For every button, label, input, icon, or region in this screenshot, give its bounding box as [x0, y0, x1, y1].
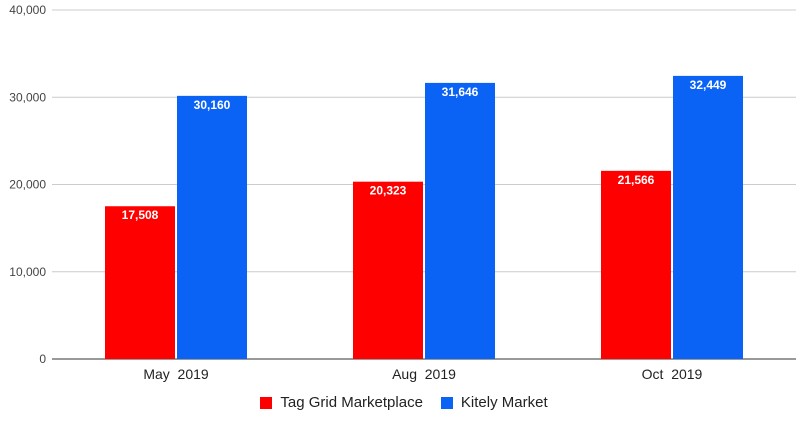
- data-label: 31,646: [442, 85, 479, 99]
- legend-label-series-1: Tag Grid Marketplace: [280, 394, 423, 411]
- x-axis-category-labels: May 2019 Aug 2019 Oct 2019: [143, 366, 702, 382]
- y-axis-tick-labels: 0 10,000 20,000 30,000 40,000: [9, 3, 46, 366]
- bar-series-2-cat-1[interactable]: [177, 95, 247, 359]
- data-label: 30,160: [194, 98, 231, 112]
- data-label: 21,566: [618, 173, 655, 187]
- bars: [105, 75, 743, 360]
- y-tick-label: 0: [39, 352, 46, 366]
- y-tick-label: 20,000: [9, 178, 46, 192]
- bar-series-2-cat-3[interactable]: [673, 75, 743, 359]
- bar-series-1-cat-2[interactable]: [353, 181, 423, 359]
- gridlines: [52, 9, 796, 360]
- legend: Tag Grid Marketplace Kitely Market: [0, 394, 808, 411]
- bar-series-1-cat-1[interactable]: [105, 206, 175, 359]
- legend-label-series-2: Kitely Market: [460, 394, 548, 411]
- x-category-label: Aug 2019: [392, 366, 456, 382]
- legend-item-series-1[interactable]: Tag Grid Marketplace: [260, 394, 423, 411]
- data-label: 17,508: [122, 208, 159, 222]
- bar-series-2-cat-2[interactable]: [425, 82, 495, 360]
- data-labels: 17,508 30,160 20,323 31,646 21,566 32,449: [122, 78, 727, 222]
- x-category-label: Oct 2019: [642, 366, 703, 382]
- x-category-label: May 2019: [143, 366, 209, 382]
- legend-item-series-2[interactable]: Kitely Market: [440, 394, 548, 411]
- y-tick-label: 30,000: [9, 90, 46, 104]
- y-tick-label: 40,000: [9, 3, 46, 17]
- y-tick-label: 10,000: [9, 265, 46, 279]
- data-label: 32,449: [690, 78, 727, 92]
- legend-swatch-series-1: [260, 396, 273, 409]
- bar-series-1-cat-3[interactable]: [601, 170, 671, 359]
- data-label: 20,323: [370, 184, 407, 198]
- legend-swatch-series-2: [440, 396, 453, 409]
